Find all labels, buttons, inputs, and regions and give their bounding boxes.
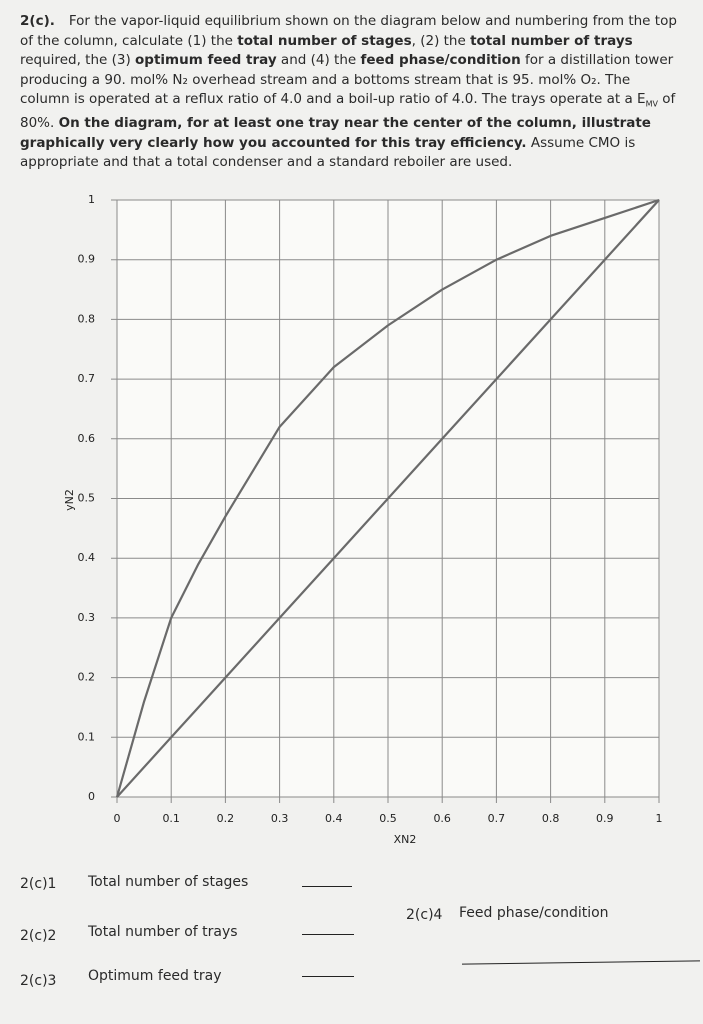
x-tick-label: 0.5 xyxy=(379,812,397,825)
bold-text: feed phase/condition xyxy=(360,52,521,68)
y-axis-label: yN2 xyxy=(63,489,76,511)
y-tick-label: 0.4 xyxy=(78,551,96,564)
x-tick-label: 0.4 xyxy=(325,812,343,825)
text: Assume CMO is appropriate and that a tot… xyxy=(20,134,636,171)
x-tick-label: 0.7 xyxy=(488,812,506,825)
y-tick-label: 0.8 xyxy=(78,312,96,325)
y-tick-label: 0.3 xyxy=(78,611,96,624)
subscript: MV xyxy=(645,99,658,109)
answer-blank xyxy=(302,934,354,935)
y-tick-label: 0.9 xyxy=(78,253,96,266)
x-tick-label: 1 xyxy=(656,812,663,825)
x-tick-label: 0.1 xyxy=(162,812,180,825)
text: for a distillation tower producing a 90.… xyxy=(20,52,674,107)
problem-number: 2(c). xyxy=(20,13,55,29)
answer-blank xyxy=(462,960,700,965)
y-tick-label: 0 xyxy=(88,790,95,803)
bold-text: total number of trays xyxy=(470,32,633,49)
text: , (2) the xyxy=(411,32,471,49)
bold-text: optimum feed tray xyxy=(135,52,277,68)
y-tick-label: 0.7 xyxy=(78,372,96,385)
answer-blank xyxy=(302,976,354,977)
problem-text: 2(c). For the vapor-liquid equilibrium sh… xyxy=(20,12,680,173)
bold-text: total number of stages xyxy=(237,32,412,49)
answer-id: 2(c)3 xyxy=(20,973,57,989)
x-tick-label: 0.3 xyxy=(271,812,289,825)
text: and (4) the xyxy=(276,52,361,68)
x-tick-label: 0.8 xyxy=(542,812,560,825)
curve xyxy=(115,198,660,798)
text: required, the (3) xyxy=(20,52,136,68)
y-tick-label: 0.5 xyxy=(78,492,96,505)
answer-id: 2(c)4 xyxy=(406,907,443,923)
answer-blank xyxy=(302,886,352,887)
x-tick-label: 0 xyxy=(114,812,121,825)
x-tick-label: 0.2 xyxy=(217,812,235,825)
x-tick-label: 0.9 xyxy=(596,812,614,825)
y-tick-label: 1 xyxy=(88,193,95,206)
y-tick-label: 0.1 xyxy=(78,730,96,743)
answer-label: Feed phase/condition xyxy=(459,905,609,921)
answer-label: Total number of stages xyxy=(88,874,249,890)
y-tick-label: 0.2 xyxy=(78,671,96,684)
text: of 80%. xyxy=(20,91,676,132)
curve xyxy=(116,199,660,798)
answer-id: 2(c)1 xyxy=(20,876,57,892)
text: For the vapor-liquid equilibrium shown o… xyxy=(20,13,677,49)
y-tick-label: 0.6 xyxy=(78,432,96,445)
bold-text: On the diagram, for at least one tray ne… xyxy=(20,115,651,151)
x-axis-label: XN2 xyxy=(394,833,417,846)
answer-label: Optimum feed tray xyxy=(88,968,222,984)
answer-label: Total number of trays xyxy=(88,924,238,940)
x-tick-label: 0.6 xyxy=(433,812,451,825)
answer-id: 2(c)2 xyxy=(20,928,57,944)
chart: XN2 yN2 0 0.1 0.2 0.3 0.4 0.5 0.6 0.7 0.8 0.9 1 0 0.… xyxy=(63,193,663,846)
